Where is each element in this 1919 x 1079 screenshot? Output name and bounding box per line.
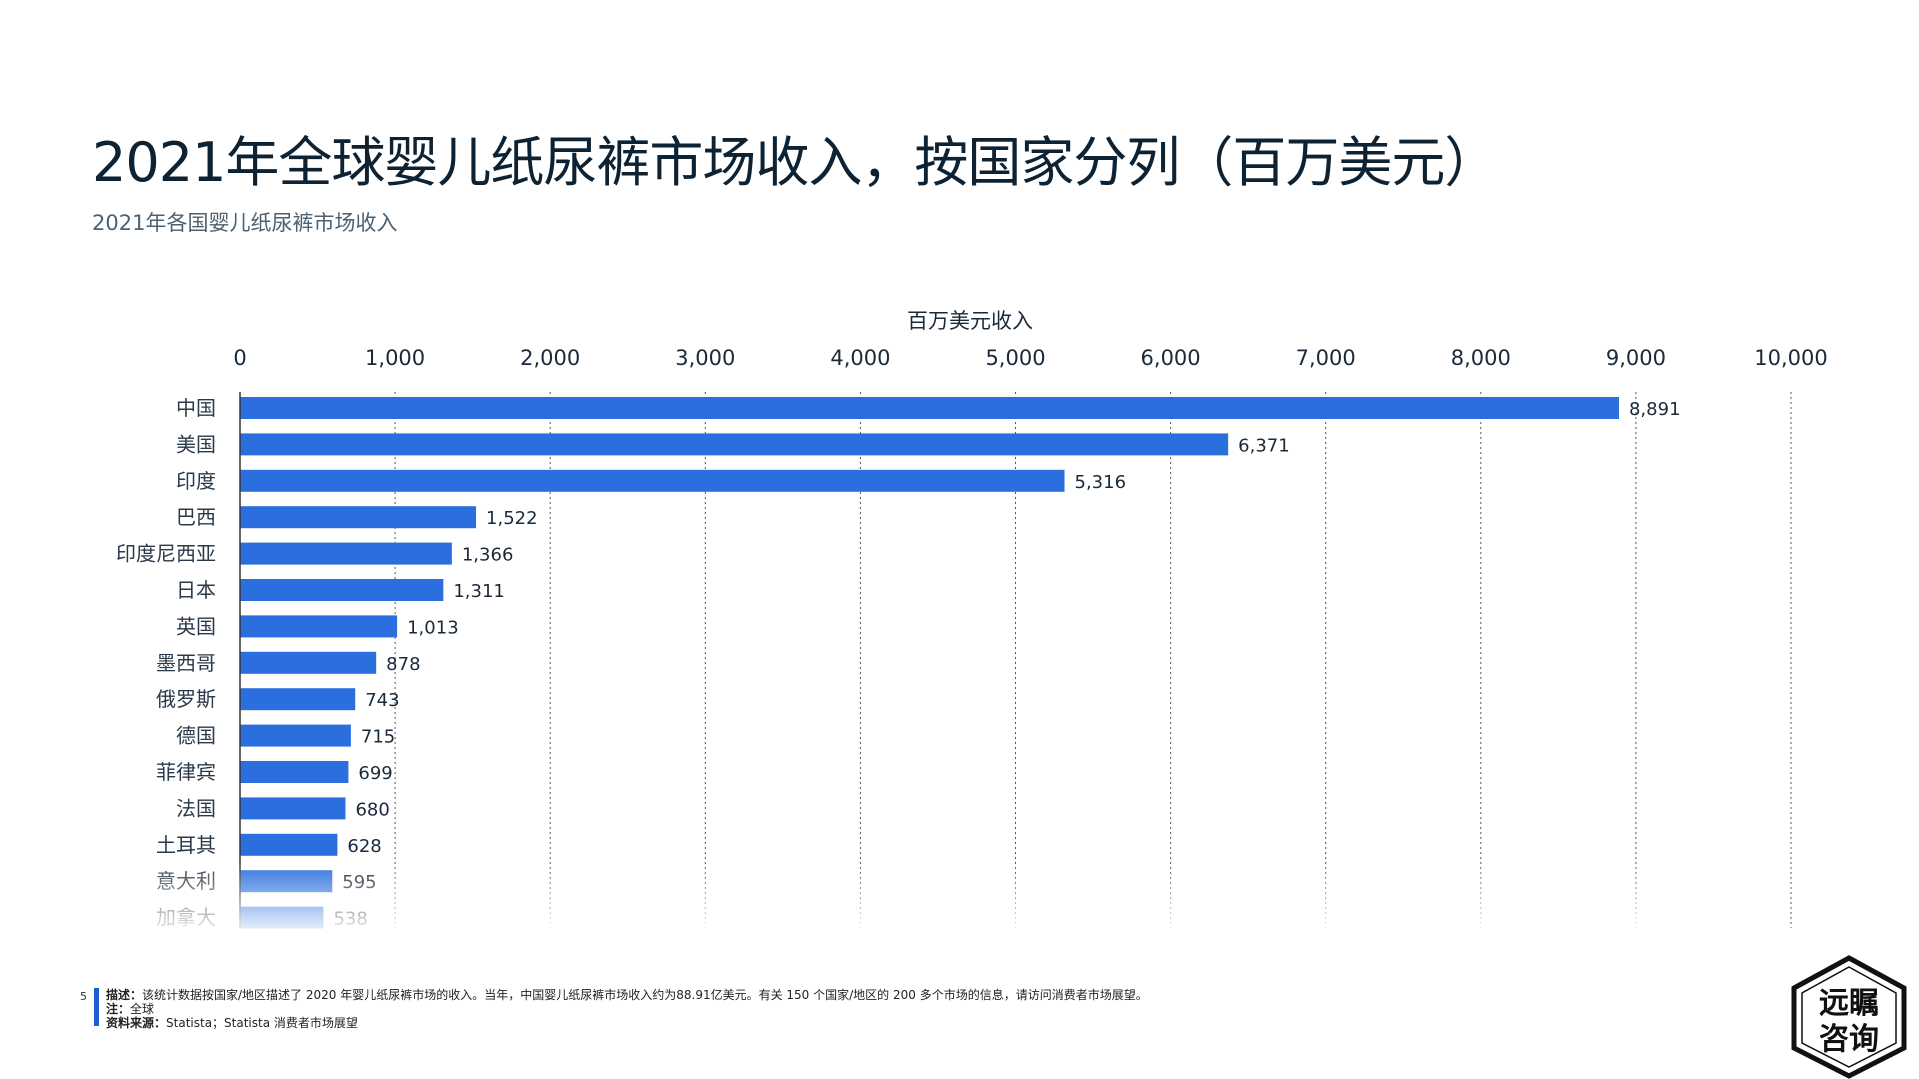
footer-accent-bar [94, 988, 99, 1026]
bar [240, 542, 452, 565]
bar [240, 724, 351, 747]
category-label: 法国 [176, 796, 216, 820]
bar [240, 833, 338, 856]
bar [240, 615, 398, 638]
category-label: 日本 [176, 578, 216, 602]
value-label: 1,013 [407, 617, 459, 638]
page-subtitle: 2021年各国婴儿纸尿裤市场收入 [92, 211, 398, 235]
value-label: 680 [355, 799, 389, 820]
x-tick-label: 3,000 [675, 346, 735, 370]
category-label: 英国 [176, 614, 216, 638]
value-label: 878 [386, 654, 420, 675]
x-tick-label: 1,000 [365, 346, 425, 370]
category-label: 俄罗斯 [156, 687, 216, 711]
bar [240, 433, 1229, 456]
category-label: 巴西 [176, 505, 216, 529]
value-label: 1,366 [462, 545, 514, 566]
value-label: 715 [361, 727, 395, 748]
footer-note: 注：全球 [106, 1002, 155, 1016]
x-tick-label: 2,000 [520, 346, 580, 370]
bar [240, 797, 346, 820]
x-axis-label: 百万美元收入 [907, 309, 1033, 333]
bottom-fade-overlay [90, 860, 1690, 935]
value-label: 8,891 [1629, 399, 1681, 420]
bar [240, 761, 349, 783]
bar-chart: 百万美元收入 0 1,000 2,000 3,000 4,000 5,000 6,000 7,… [90, 309, 1828, 935]
category-label: 墨西哥 [156, 651, 216, 675]
category-label: 美国 [176, 432, 216, 456]
value-label: 628 [347, 836, 381, 857]
x-tick-label: 10,000 [1754, 346, 1827, 370]
x-tick-label: 8,000 [1451, 346, 1511, 370]
footer-source: 资料来源：Statista；Statista 消费者市场展望 [106, 1016, 358, 1030]
value-label: 5,316 [1075, 472, 1127, 493]
footer-notes: 描述：该统计数据按国家/地区描述了 2020 年婴儿纸尿裤市场的收入。当年，中国… [106, 988, 1148, 1030]
category-label: 中国 [176, 396, 216, 420]
value-label: 743 [365, 690, 399, 711]
x-tick-label: 4,000 [830, 346, 890, 370]
logo-line1: 远瞩 [1819, 986, 1879, 1021]
logo: 远瞩 咨询 [1791, 955, 1907, 1079]
x-tick-label: 0 [233, 346, 246, 370]
bar [240, 469, 1065, 492]
value-label: 6,371 [1238, 435, 1290, 456]
category-label: 土耳其 [156, 833, 216, 857]
category-label: 印度尼西亚 [116, 542, 216, 566]
x-tick-label: 7,000 [1296, 346, 1356, 370]
category-label: 菲律宾 [156, 760, 216, 784]
value-label: 1,522 [486, 508, 538, 529]
footer-description: 描述：该统计数据按国家/地区描述了 2020 年婴儿纸尿裤市场的收入。当年，中国… [106, 988, 1148, 1002]
category-label: 印度 [176, 469, 216, 493]
bar [240, 397, 1619, 419]
logo-line2: 咨询 [1819, 1022, 1879, 1057]
bar [240, 506, 477, 529]
value-label: 1,311 [453, 581, 505, 602]
category-label: 德国 [176, 724, 216, 748]
bar [240, 579, 444, 601]
page-number: 5 [80, 990, 87, 1003]
x-tick-label: 6,000 [1141, 346, 1201, 370]
x-tick-label: 9,000 [1606, 346, 1666, 370]
bar [240, 688, 356, 711]
x-tick-label: 5,000 [985, 346, 1045, 370]
page-title: 2021年全球婴儿纸尿裤市场收入，按国家分列（百万美元） [92, 131, 1498, 194]
bar [240, 651, 377, 674]
value-label: 699 [358, 763, 392, 784]
